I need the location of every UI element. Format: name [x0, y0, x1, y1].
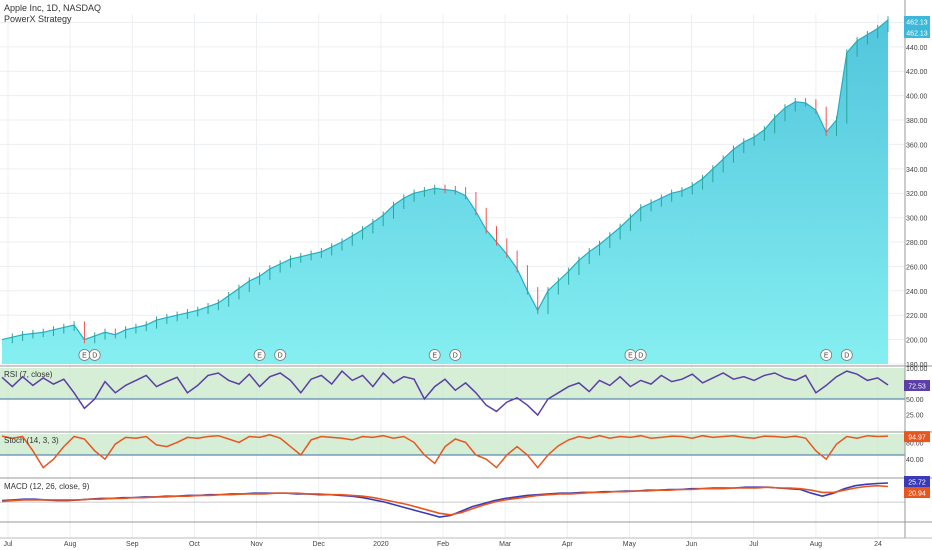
macd-value-badge [904, 487, 930, 498]
rsi-pane: RSI (7, close) [0, 368, 905, 417]
rsi-tick-label: 100.00 [906, 366, 928, 373]
x-tick-label: Aug [64, 541, 77, 548]
event-marker-label: D [453, 353, 458, 360]
x-tick-label: Nov [250, 541, 263, 548]
stoch-value-badge [904, 431, 930, 443]
event-marker [840, 349, 853, 361]
event-marker [634, 349, 647, 361]
price-tick-label: 440.00 [906, 45, 928, 52]
x-tick-label: May [623, 541, 637, 548]
price-tick-label: 340.00 [906, 167, 928, 174]
event-marker [449, 349, 462, 361]
price-tick-label: 220.00 [906, 313, 928, 320]
price-tick-label: 260.00 [906, 264, 928, 271]
rsi-tick-label: 25.00 [906, 413, 924, 420]
macd-title: MACD (12, 26, close, 9) [4, 482, 90, 491]
event-marker [428, 349, 441, 361]
strategy-label: PowerX Strategy [4, 14, 72, 24]
x-tick-label: Mar [499, 541, 512, 548]
price-tick-label: 360.00 [906, 142, 928, 149]
rsi-line [1, 370, 889, 417]
rsi-value-label: 72.53 [908, 384, 926, 391]
x-tick-label: 24 [874, 541, 882, 548]
x-tick-label: Jul [749, 541, 758, 548]
rsi-tick-label: 50.00 [906, 397, 924, 404]
last-price-label: 462.13 [906, 20, 928, 27]
x-tick-label: Oct [189, 541, 200, 548]
stoch-value-label: 94.97 [908, 435, 926, 442]
event-marker [820, 349, 833, 361]
price-tick-label: 240.00 [906, 289, 928, 296]
event-marker-label: E [432, 353, 437, 360]
event-marker-label: E [628, 353, 633, 360]
x-tick-label: Sep [126, 541, 139, 548]
macd-value-label: 25.72 [908, 480, 926, 487]
x-tick-label: Aug [810, 541, 823, 548]
price-tick-label: 200.00 [906, 338, 928, 345]
event-marker-label: E [257, 353, 262, 360]
price-tick-label: 400.00 [906, 94, 928, 101]
macd-series-line [1, 484, 889, 516]
event-marker-label: E [824, 353, 829, 360]
x-tick-label: Dec [312, 541, 325, 548]
x-tick-label: 2020 [373, 541, 389, 548]
price-tick-label: 420.00 [906, 69, 928, 76]
stoch-tick-label: 40.00 [906, 457, 924, 464]
macd-value-label: 20.94 [908, 491, 926, 498]
rsi-title: RSI (7, close) [4, 370, 53, 379]
macd-value-badge [904, 476, 930, 487]
event-marker-label: D [278, 353, 283, 360]
rsi-value-badge [904, 380, 930, 392]
price-tick-label: 300.00 [906, 216, 928, 223]
last-price-badge [904, 16, 930, 27]
price-tick-label: 320.00 [906, 191, 928, 198]
x-tick-label: Feb [437, 541, 449, 548]
rsi-band [0, 368, 905, 399]
x-tick-label: Apr [562, 541, 574, 548]
price-tick-label: 280.00 [906, 240, 928, 247]
event-marker-label: D [92, 353, 97, 360]
event-marker-label: D [638, 353, 643, 360]
last-price-badge [904, 27, 930, 38]
x-tick-label: Jul [4, 541, 13, 548]
last-price-label: 462.13 [906, 31, 928, 38]
event-marker [88, 349, 101, 361]
event-marker [253, 349, 266, 361]
stoch-band [0, 434, 905, 455]
price-tick-label: 180.00 [906, 362, 928, 369]
price-tick-label: 380.00 [906, 118, 928, 125]
event-marker [274, 349, 287, 361]
stoch-line [1, 434, 889, 469]
chart-title: Apple Inc, 1D, NASDAQ [4, 3, 102, 13]
macd-pane: MACD (12, 26, close, 9) [0, 482, 905, 518]
stoch-tick-label: 80.00 [906, 440, 924, 447]
stoch-pane: Stoch (14, 3, 3) [0, 434, 905, 469]
stoch-title: Stoch (14, 3, 3) [4, 436, 59, 445]
x-tick-label: Jun [686, 541, 697, 548]
event-marker-label: E [82, 353, 87, 360]
event-marker-label: D [844, 353, 849, 360]
